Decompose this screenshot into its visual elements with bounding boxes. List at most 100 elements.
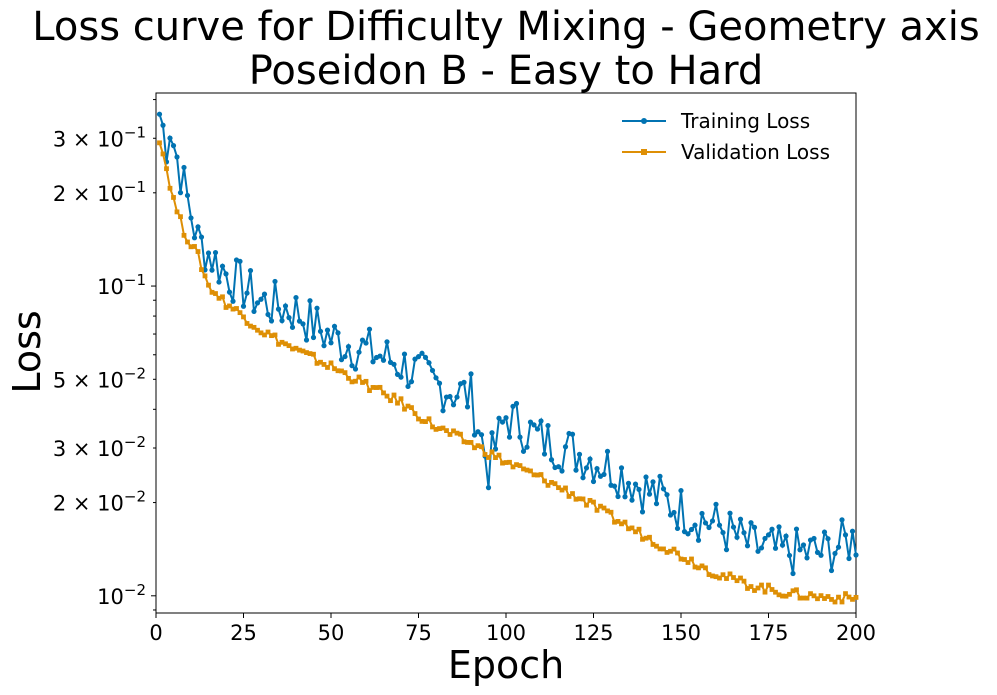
series-point: [534, 426, 541, 432]
series-point: [527, 419, 534, 425]
series-point: [279, 339, 285, 345]
series-point: [773, 589, 778, 595]
series-point: [738, 575, 743, 581]
series-point: [317, 328, 324, 334]
series-point: [521, 466, 526, 472]
series-point: [300, 348, 306, 354]
series-point: [237, 258, 243, 264]
y-tick-label: 2 × 10−1: [53, 178, 146, 206]
series-point: [682, 557, 687, 562]
series-point: [615, 519, 621, 524]
series-point: [489, 430, 495, 436]
series-point: [612, 519, 617, 525]
series-point: [632, 481, 639, 487]
series-point: [772, 545, 779, 551]
series-point: [219, 263, 226, 269]
series-point: [332, 366, 337, 372]
legend: Training Loss Validation Loss: [622, 109, 830, 164]
series-point: [240, 303, 247, 309]
series-point: [517, 434, 523, 440]
series-point: [727, 571, 733, 577]
series-point: [664, 492, 670, 498]
series-point: [328, 340, 334, 346]
series-point: [220, 294, 225, 300]
series-point: [325, 365, 330, 370]
series-point: [205, 250, 212, 256]
series-point: [766, 582, 771, 588]
series-point: [794, 587, 799, 593]
series-point: [374, 385, 379, 390]
series-point: [685, 531, 691, 537]
series-point: [244, 290, 250, 296]
y-tick-exponent: −2: [124, 364, 146, 382]
series-point: [370, 359, 376, 365]
series-point: [510, 464, 516, 470]
series-point: [790, 570, 796, 577]
series-point: [248, 323, 253, 329]
series-point: [727, 510, 733, 516]
x-tick-label: 150: [661, 621, 701, 645]
series-point: [377, 384, 383, 390]
series-point: [787, 591, 792, 597]
series-point: [689, 556, 694, 562]
series-point: [541, 451, 548, 457]
series-point: [209, 289, 215, 295]
series-point: [405, 403, 411, 409]
series-point: [786, 552, 793, 559]
series-point: [335, 368, 341, 374]
series-point: [356, 374, 362, 380]
series-point: [545, 482, 551, 488]
series-point: [468, 371, 474, 377]
series-point: [709, 518, 716, 524]
series-point: [741, 530, 747, 536]
series-point: [723, 547, 730, 553]
series-point: [647, 534, 652, 540]
series-point: [192, 244, 197, 249]
series-point: [314, 360, 320, 366]
series-point: [360, 380, 365, 385]
legend-label: Training Loss: [680, 109, 810, 133]
series-point: [352, 366, 359, 372]
series-point: [419, 350, 425, 356]
series-point: [297, 347, 302, 353]
series-point: [479, 444, 484, 450]
series-point: [279, 318, 285, 324]
series-point: [517, 463, 523, 468]
series-point: [625, 480, 632, 486]
series-point: [363, 378, 369, 384]
series-point: [314, 305, 320, 311]
series-point: [429, 367, 436, 374]
series-point: [395, 400, 400, 406]
series-point: [485, 485, 492, 491]
x-tick-label: 125: [573, 621, 613, 645]
series-point: [671, 546, 677, 552]
series-point: [342, 353, 348, 360]
y-tick-base: 2 × 10: [53, 182, 124, 206]
series-point: [762, 535, 768, 542]
series-point: [790, 588, 796, 594]
series-point: [475, 443, 481, 449]
series-point: [237, 310, 243, 316]
series-point: [321, 343, 327, 349]
series-point: [591, 499, 596, 505]
series-point: [324, 327, 331, 333]
series-point: [430, 424, 435, 430]
y-tick-label: 5 × 10−2: [53, 364, 146, 392]
series-point: [496, 415, 502, 421]
series-point: [157, 140, 162, 146]
series-point: [160, 151, 166, 157]
series-point: [482, 452, 488, 457]
series-point: [594, 507, 600, 513]
series-point: [535, 472, 540, 478]
series-point: [440, 425, 446, 431]
series-point: [829, 597, 834, 602]
series-point: [706, 524, 712, 531]
series-point: [275, 306, 282, 312]
y-tick-exponent: −2: [124, 488, 146, 506]
series-point: [604, 448, 611, 454]
x-tick-label: 50: [318, 621, 345, 645]
series-point: [664, 550, 670, 555]
series-point: [556, 485, 561, 491]
y-tick-label: 10−1: [97, 271, 146, 299]
series-point: [226, 289, 233, 295]
